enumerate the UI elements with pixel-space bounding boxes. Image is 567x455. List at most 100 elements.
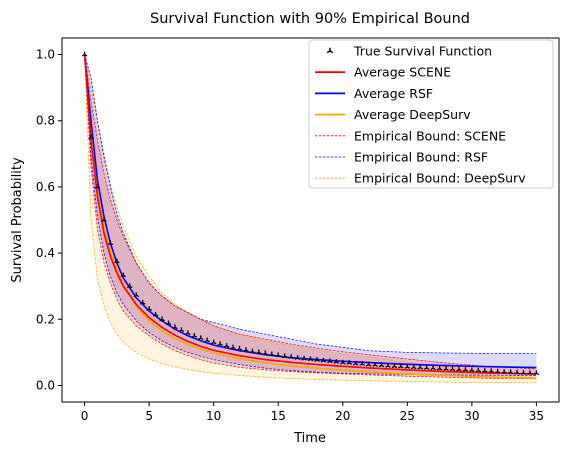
y-tick-label: 0.6 [36,180,55,194]
true-survival-point [340,359,346,365]
true-survival-point [217,341,223,347]
x-tick-label: 30 [464,409,479,423]
true-survival-point [398,363,404,369]
true-survival-point [301,355,307,361]
true-survival-point [501,369,507,374]
true-survival-point [185,330,191,336]
true-survival-point [411,364,417,370]
scene-bound-upper-line [84,54,537,370]
true-survival-point [127,283,133,289]
true-survival-point [243,347,249,353]
true-survival-point [178,327,185,333]
true-survival-point [88,134,94,140]
true-survival-point [191,333,198,338]
true-survival-point [359,361,365,366]
legend-marker-true [326,47,334,54]
x-tick-label: 15 [271,409,286,423]
scene-average-line [83,54,537,375]
y-tick-label: 0.0 [36,378,55,392]
true-survival-point [436,365,443,371]
scene-bound-lower-line [84,54,537,380]
legend-label: Empirical Bound: SCENE [354,128,506,143]
y-axis-label: Survival Probability [10,157,25,283]
legend-box [308,39,554,189]
true-survival-point [520,370,527,375]
true-survival-point [346,360,352,365]
true-survival-point [256,349,262,355]
true-survival-point [204,337,210,343]
true-survival-point [378,362,385,368]
true-survival-point [152,311,159,317]
true-survival-point [139,299,146,305]
true-survival-point [488,368,494,374]
y-tick-label: 0.8 [36,114,55,128]
true-survival-point [172,324,178,330]
true-survival-point [385,363,391,368]
true-survival-point [365,361,372,367]
true-survival-point [391,363,398,369]
x-tick-label: 35 [529,409,544,423]
true-survival-point [107,240,114,246]
true-survival-point [507,369,514,375]
x-tick-label: 20 [335,409,350,423]
true-survival-point [269,351,275,357]
true-survival-point [327,358,333,364]
true-survival-point [456,366,462,372]
x-axis-ticks: 0 5 10 15 20 25 30 35 [81,402,544,423]
true-survival-point [210,339,217,345]
deepsurv-average-line [83,54,537,379]
true-survival-point [320,357,327,363]
y-tick-label: 0.2 [36,312,55,326]
true-survival-point [230,344,236,350]
true-survival-point [475,367,482,373]
true-survival-point [430,365,436,371]
rsf-bound-upper-line [84,54,537,355]
true-survival-point [198,335,204,341]
legend-label: Empirical Bound: RSF [354,150,488,165]
true-survival-point [469,367,475,373]
true-survival-point [101,217,107,222]
legend-label: Average SCENE [354,65,451,80]
true-survival-markers [81,51,540,376]
true-survival-point [462,367,469,372]
legend-label: Empirical Bound: DeepSurv [354,171,526,186]
true-survival-point [275,352,281,358]
legend-label: True Survival Function [353,44,492,59]
true-survival-point [120,272,127,278]
y-tick-label: 0.4 [36,246,55,260]
deepsurv-bound-lower-line [84,54,537,384]
true-survival-point [527,370,533,375]
true-survival-point [281,353,288,359]
y-tick-label: 1.0 [36,48,55,62]
true-survival-point [223,342,230,348]
true-survival-point [262,350,269,356]
plot-frame [61,37,560,403]
true-survival-point [423,365,430,370]
x-tick-label: 10 [206,409,221,423]
true-survival-point [236,345,243,351]
legend-label: Average RSF [354,86,433,101]
true-survival-point [514,369,520,375]
true-survival-point [114,258,120,264]
true-survival-point [443,366,449,371]
true-survival-point [165,320,172,326]
x-tick-label: 25 [400,409,415,423]
true-survival-point [533,370,540,376]
true-survival-point [494,368,501,374]
true-survival-point [146,306,152,311]
legend-label: Average DeepSurv [354,107,471,122]
true-survival-point [404,364,411,369]
true-survival-point [449,366,456,372]
true-survival-point [294,355,301,360]
bound-lines [84,54,537,384]
true-survival-point [133,292,139,298]
x-axis-label: Time [293,431,326,446]
true-survival-point [482,368,488,373]
true-survival-point [94,184,101,189]
x-tick-label: 5 [145,409,153,423]
true-survival-point [307,356,314,362]
true-survival-point [159,316,165,322]
true-survival-point [288,354,294,359]
true-survival-point [417,364,423,370]
legend: True Survival Function Average SCENE Avera… [308,39,554,189]
